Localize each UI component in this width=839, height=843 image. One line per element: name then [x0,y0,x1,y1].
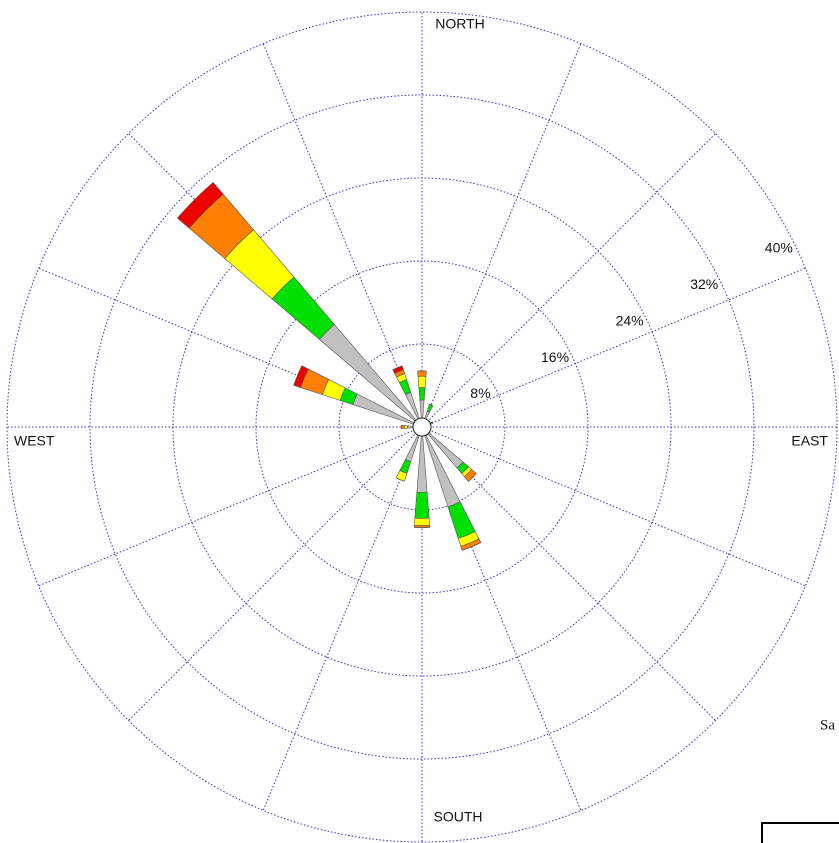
spoke [421,426,716,721]
wind-segment [417,375,427,389]
spoke [128,426,423,721]
grid-ring [6,11,838,843]
wind-segment [319,324,423,428]
wind-segment [400,425,405,429]
spoke [421,426,582,811]
direction-label: SOUTH [434,809,483,825]
r-tick-label: 16% [541,349,569,365]
spoke [38,267,423,428]
grid-ring [89,94,755,760]
r-tick-label: 32% [690,276,718,292]
spoke [421,43,582,428]
spoke [421,426,806,587]
clipped-box [761,822,839,843]
wind-segment [461,542,482,551]
wind-segment [418,387,426,401]
wind-segment [177,182,224,229]
wind-segment [414,491,430,519]
side-text: Sa [820,717,835,733]
direction-label: EAST [791,433,828,449]
spoke [262,43,423,428]
calm-circle [412,417,432,437]
spoke [262,426,423,811]
wind-segment [404,425,408,429]
wind-segment [421,426,461,508]
wind-segment [431,421,434,424]
r-tick-label: 40% [765,240,793,256]
spoke [421,267,806,428]
wind-segment [429,404,433,407]
wind-segment [447,501,476,539]
r-tick-label: 8% [470,385,490,401]
grid-ring [255,260,589,594]
spoke [421,133,716,428]
wind-segment [293,365,309,388]
wind-segment [413,517,431,526]
grid-ring [172,177,672,677]
direction-label: NORTH [435,16,485,32]
r-tick-label: 24% [616,312,644,328]
wind-segment [392,365,404,374]
direction-label: WEST [14,433,55,449]
spoke [38,426,423,587]
wind-segment [417,370,427,377]
